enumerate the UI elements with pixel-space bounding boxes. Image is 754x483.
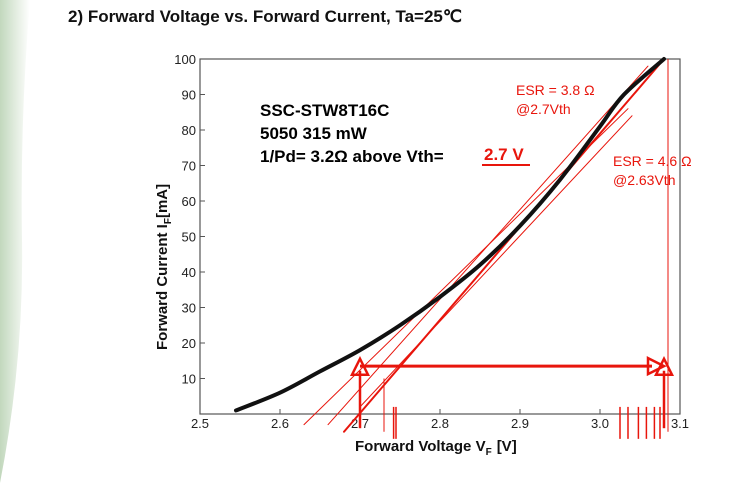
y-tick-label: 60 (182, 194, 196, 209)
y-axis-label: Forward Current IF[mA] (154, 184, 174, 350)
y-axis-ticks: 10 20 30 40 50 60 70 80 90 100 (174, 52, 205, 387)
x-axis-label: Forward Voltage VF [V] (355, 438, 517, 458)
vertical-marks-group (383, 59, 669, 439)
x-tick-label: 2.9 (511, 416, 529, 431)
y-tick-label: 20 (182, 336, 196, 351)
y-tick-label: 70 (182, 159, 196, 174)
page-title: 2) Forward Voltage vs. Forward Current, … (68, 7, 462, 26)
esr-note-2-line-2: @2.63Vth (613, 172, 675, 188)
x-tick-label: 3.1 (671, 416, 689, 431)
y-tick-label: 50 (182, 230, 196, 245)
x-tick-label: 2.5 (191, 416, 209, 431)
left-decoration-panel (0, 0, 30, 483)
y-tick-label: 90 (182, 88, 196, 103)
y-axis-label-unit: [mA] (154, 184, 171, 218)
up-arrow-left-head (349, 355, 371, 376)
x-axis-label-unit: [V] (497, 438, 517, 455)
y-tick-label: 80 (182, 123, 196, 138)
pd-label: 1/Pd= 3.2Ω above Vth= (260, 147, 444, 166)
esr-note-1-line-1: ESR = 3.8 Ω (516, 82, 595, 98)
y-tick-label: 100 (174, 52, 196, 67)
y-tick-label: 40 (182, 265, 196, 280)
fit-line (359, 115, 633, 408)
x-axis-label-main: Forward Voltage V (355, 438, 486, 455)
x-tick-label: 2.6 (271, 416, 289, 431)
esr-note-1-line-2: @2.7Vth (516, 101, 571, 117)
y-tick-label: 10 (182, 372, 196, 387)
package-label: 5050 315 mW (260, 124, 368, 143)
vth-value-label: 2.7 V (484, 145, 524, 164)
x-tick-label: 2.8 (431, 416, 449, 431)
plot-frame (199, 58, 681, 415)
arrows-group (349, 355, 675, 429)
x-axis-label-sub: F (486, 447, 492, 458)
x-tick-label: 3.0 (591, 416, 609, 431)
up-arrow-right-head (653, 355, 675, 376)
y-axis-label-sub: F (163, 218, 174, 224)
fit-line (343, 58, 665, 433)
esr-note-2-line-1: ESR = 4.6 Ω (613, 153, 692, 169)
y-axis-label-main: Forward Current I (154, 224, 171, 350)
horizontal-arrow-head (646, 356, 667, 377)
forward-current-curve (234, 57, 666, 413)
part-number-label: SSC-STW8T16C (260, 101, 389, 120)
y-tick-label: 30 (182, 301, 196, 316)
